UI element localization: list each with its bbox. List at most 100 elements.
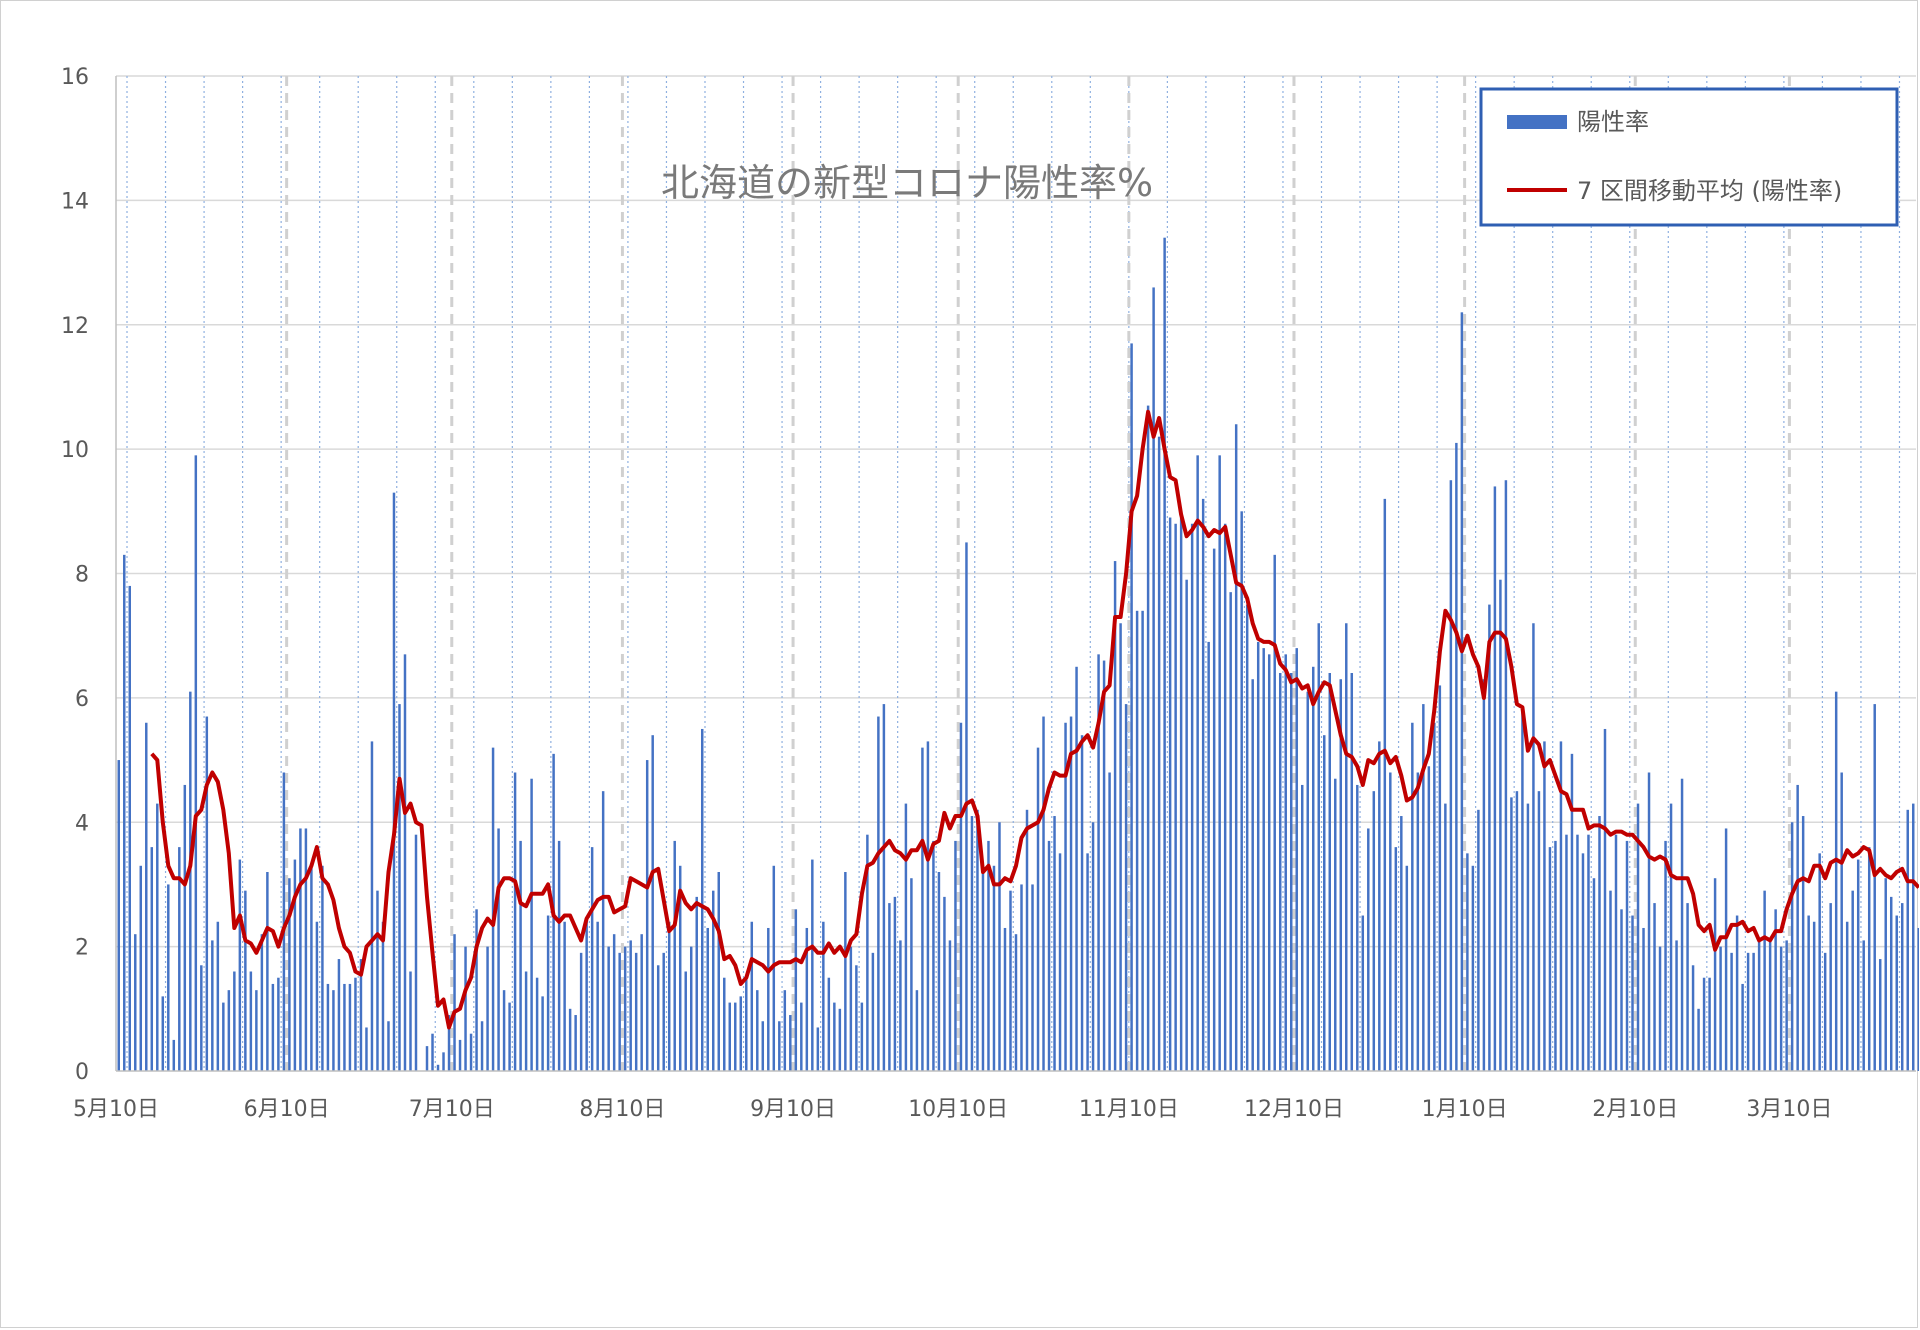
bar (172, 1039, 176, 1071)
bar (1278, 673, 1282, 1071)
bar (1730, 952, 1733, 1071)
bar (183, 784, 187, 1071)
bar (1212, 548, 1216, 1071)
y-tick-label: 6 (75, 687, 89, 712)
bar (1020, 884, 1023, 1071)
bar (893, 896, 897, 1071)
bar (772, 865, 776, 1071)
bar (1790, 822, 1794, 1071)
bar (464, 946, 467, 1071)
bar (1702, 977, 1706, 1071)
bar (222, 1002, 225, 1071)
y-tick-label: 2 (75, 936, 89, 961)
bar (271, 983, 275, 1071)
bar (486, 946, 489, 1071)
bar (1141, 610, 1144, 1071)
bar (1851, 890, 1854, 1071)
bar (1356, 784, 1359, 1071)
chart-title: 北海道の新型コロナ陽性率% (661, 161, 1153, 205)
bar (557, 840, 561, 1071)
bar (1471, 865, 1475, 1071)
bar (1289, 673, 1293, 1071)
bar (1361, 915, 1365, 1071)
bar (640, 934, 643, 1071)
bar (1873, 704, 1876, 1071)
bar (1614, 834, 1618, 1071)
bar (1262, 648, 1265, 1071)
bar (750, 921, 754, 1071)
bar (943, 896, 946, 1071)
bar (1906, 809, 1909, 1071)
bar (387, 1021, 390, 1071)
bar (568, 1008, 572, 1071)
bar (634, 952, 638, 1071)
bar (1796, 784, 1799, 1071)
bar (381, 921, 385, 1071)
bar (1664, 840, 1667, 1071)
bar (332, 990, 335, 1071)
x-tick-label: 5月10日 (73, 1097, 159, 1122)
bar (299, 828, 302, 1071)
bar (805, 927, 809, 1071)
bar (1625, 840, 1629, 1071)
bar (794, 909, 798, 1071)
bar (1267, 654, 1271, 1071)
bar (629, 940, 632, 1071)
bar (1234, 424, 1238, 1071)
bar (315, 921, 319, 1071)
y-tick-label: 4 (75, 811, 89, 836)
x-tick-label: 7月10日 (409, 1097, 495, 1122)
bar (508, 1002, 511, 1071)
bar (1834, 691, 1838, 1071)
bar (1658, 946, 1662, 1071)
bar (1812, 921, 1816, 1071)
bar (607, 946, 610, 1071)
bar (1097, 654, 1100, 1071)
bar (1460, 312, 1464, 1071)
bar (684, 971, 687, 1071)
bar (1581, 853, 1585, 1071)
y-tick-label: 8 (75, 563, 89, 588)
x-tick-label: 3月10日 (1746, 1097, 1832, 1122)
x-tick-label: 12月10日 (1244, 1097, 1344, 1122)
y-tick-label: 12 (61, 314, 89, 339)
bar (1708, 977, 1711, 1071)
bar (1823, 952, 1827, 1071)
bar (1400, 816, 1403, 1071)
bar (816, 1027, 820, 1071)
bar (1416, 772, 1420, 1071)
bar (1345, 623, 1348, 1071)
bar (497, 828, 500, 1071)
bar (701, 728, 704, 1071)
bar (761, 1021, 765, 1071)
bar (359, 959, 363, 1071)
bar (1389, 772, 1392, 1071)
bar (904, 803, 908, 1071)
bar (1411, 722, 1414, 1071)
bar (728, 1002, 731, 1071)
bar (1691, 965, 1695, 1071)
bar (216, 921, 220, 1071)
bar (1394, 847, 1398, 1071)
bar (1449, 480, 1453, 1071)
bar (921, 747, 924, 1071)
legend-label-line: 7 区間移動平均 (陽性率) (1577, 177, 1842, 205)
bar (1719, 946, 1722, 1071)
bar (321, 865, 324, 1071)
bar (502, 990, 506, 1071)
bar (1086, 853, 1089, 1071)
bar (618, 952, 621, 1071)
bar (1669, 803, 1673, 1071)
bar (596, 921, 599, 1071)
bar (1510, 797, 1513, 1071)
bar (128, 585, 131, 1071)
bar (161, 996, 165, 1071)
bar (1256, 641, 1260, 1071)
bar (1273, 554, 1276, 1071)
bar (1466, 853, 1469, 1071)
bar (623, 946, 627, 1071)
bar (778, 1021, 781, 1071)
line-series-moving-average (150, 409, 1919, 1030)
bar (1521, 710, 1524, 1071)
bar (156, 803, 159, 1071)
